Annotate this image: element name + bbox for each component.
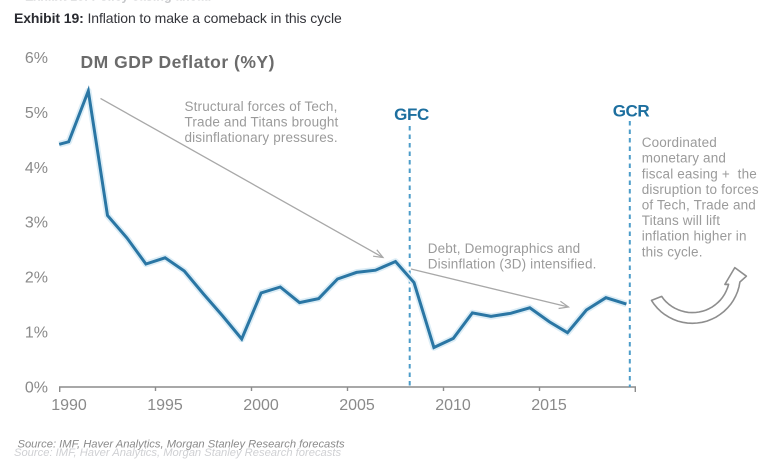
svg-text:1%: 1%	[25, 325, 48, 342]
svg-text:2005: 2005	[339, 397, 375, 414]
svg-text:Exhibit 18: Policy easing ahea: Exhibit 18: Policy easing ahead	[25, 0, 211, 4]
svg-text:3%: 3%	[25, 215, 48, 232]
svg-text:inflation higher in: inflation higher in	[642, 229, 747, 244]
svg-text:monetary and: monetary and	[642, 151, 726, 166]
svg-text:GCR: GCR	[613, 102, 650, 121]
svg-text:Debt, Demographics and: Debt, Demographics and	[428, 241, 581, 256]
svg-text:4%: 4%	[25, 160, 48, 177]
svg-text:5%: 5%	[25, 105, 48, 122]
svg-text:GFC: GFC	[394, 105, 429, 124]
svg-text:DM GDP Deflator (%Y): DM GDP Deflator (%Y)	[81, 52, 275, 72]
svg-text:Coordinated: Coordinated	[642, 135, 717, 150]
svg-text:fiscal easing + the: fiscal easing + the	[642, 166, 757, 181]
svg-text:Source: IMF, Haver Analytics,: Source: IMF, Haver Analytics, Morgan Sta…	[14, 447, 341, 459]
svg-text:2%: 2%	[25, 270, 48, 287]
svg-text:of Tech, Trade and: of Tech, Trade and	[642, 198, 756, 213]
svg-text:2015: 2015	[531, 397, 567, 414]
svg-text:disruption to forces: disruption to forces	[642, 182, 759, 197]
svg-text:1995: 1995	[147, 397, 183, 414]
svg-text:2000: 2000	[243, 397, 279, 414]
svg-text:Disinflation (3D) intensified.: Disinflation (3D) intensified.	[428, 256, 597, 271]
svg-text:disinflationary pressures.: disinflationary pressures.	[185, 130, 338, 145]
svg-text:this cycle.: this cycle.	[642, 244, 703, 259]
svg-text:6%: 6%	[25, 50, 48, 67]
svg-text:0%: 0%	[25, 379, 48, 396]
svg-text:Exhibit 19: Inflation to make: Exhibit 19: Inflation to make a comeback…	[14, 10, 342, 26]
svg-text:Source: IMF, Haver Analytics,: Source: IMF, Haver Analytics, Morgan Sta…	[18, 439, 345, 451]
svg-text:Trade and Titans brought: Trade and Titans brought	[185, 114, 339, 129]
svg-text:2010: 2010	[435, 397, 471, 414]
svg-text:1990: 1990	[51, 397, 87, 414]
svg-text:Titans will lift: Titans will lift	[642, 213, 721, 228]
svg-text:Structural forces of Tech,: Structural forces of Tech,	[185, 99, 338, 114]
